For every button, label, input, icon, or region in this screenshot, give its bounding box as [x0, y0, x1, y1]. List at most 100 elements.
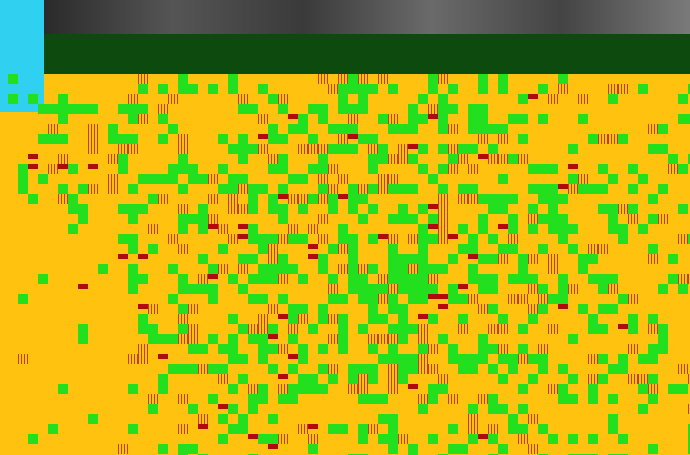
red-stripe: [551, 254, 552, 264]
red-stripe: [178, 334, 179, 344]
red-stripe: [94, 134, 95, 144]
red-stripe: [268, 244, 269, 254]
red-stripe: [127, 444, 128, 454]
red-stripe: [128, 354, 129, 364]
red-stripe: [214, 194, 215, 204]
green-patch: [508, 214, 518, 224]
red-stripe: [111, 174, 112, 184]
green-patch: [168, 124, 178, 134]
green-patch: [398, 274, 408, 284]
red-stripe: [381, 294, 382, 304]
red-stripe: [491, 154, 492, 164]
red-stripe: [204, 414, 205, 424]
green-patch: [238, 424, 248, 434]
red-stripe: [391, 364, 392, 374]
dark-red-patch: [118, 254, 128, 259]
green-patch: [628, 324, 638, 334]
red-stripe: [241, 94, 242, 104]
green-patch: [268, 94, 278, 104]
red-stripe: [134, 354, 135, 364]
green-patch: [528, 184, 538, 194]
red-stripe: [411, 264, 412, 274]
red-stripe: [584, 94, 585, 104]
red-stripe: [141, 354, 142, 364]
green-patch: [628, 314, 638, 324]
dark-red-patch: [218, 404, 228, 409]
red-stripe: [368, 334, 369, 344]
dark-red-patch: [528, 94, 538, 99]
red-stripe: [501, 344, 502, 354]
red-stripe: [311, 224, 312, 234]
green-patch: [498, 204, 508, 214]
red-stripe: [574, 284, 575, 294]
green-patch: [228, 174, 238, 184]
green-patch: [658, 324, 668, 334]
green-patch: [678, 384, 688, 394]
green-patch: [78, 104, 88, 114]
red-stripe: [51, 124, 52, 134]
red-stripe: [211, 194, 212, 204]
red-stripe: [174, 94, 175, 104]
red-stripe: [624, 84, 625, 94]
red-stripe: [324, 234, 325, 244]
green-patch: [298, 374, 308, 384]
green-patch: [78, 324, 88, 334]
green-patch: [68, 194, 78, 204]
red-stripe: [307, 424, 308, 434]
green-patch: [538, 114, 548, 124]
red-stripe: [441, 74, 442, 84]
red-stripe: [397, 334, 398, 344]
green-patch: [508, 194, 518, 204]
green-patch: [658, 334, 668, 344]
red-stripe: [388, 364, 389, 374]
green-patch: [368, 164, 378, 174]
green-patch: [268, 124, 278, 134]
green-patch: [438, 264, 448, 274]
green-patch: [228, 184, 238, 194]
red-stripe: [231, 194, 232, 204]
red-stripe: [258, 314, 259, 324]
red-stripe: [591, 374, 592, 384]
green-patch: [158, 334, 168, 344]
green-patch: [638, 224, 648, 234]
red-stripe: [321, 234, 322, 244]
green-patch: [498, 444, 508, 454]
green-patch: [658, 144, 668, 154]
red-stripe: [67, 154, 68, 164]
green-patch: [318, 184, 328, 194]
red-stripe: [247, 94, 248, 104]
red-stripe: [517, 234, 518, 244]
green-patch: [198, 254, 208, 264]
red-stripe: [308, 224, 309, 234]
green-patch: [648, 314, 658, 324]
red-stripe: [551, 264, 552, 274]
green-patch: [488, 344, 498, 354]
red-stripe: [611, 134, 612, 144]
green-patch: [278, 264, 288, 274]
green-patch: [348, 364, 358, 374]
red-stripe: [194, 334, 195, 344]
red-stripe: [427, 364, 428, 374]
green-patch: [168, 174, 178, 184]
red-stripe: [281, 434, 282, 444]
green-patch: [258, 344, 268, 354]
red-stripe: [337, 364, 338, 374]
green-patch: [408, 214, 418, 224]
red-stripe: [381, 74, 382, 84]
red-stripe: [184, 394, 185, 404]
red-stripe: [91, 184, 92, 194]
red-stripe: [214, 174, 215, 184]
red-stripe: [531, 214, 532, 224]
green-patch: [128, 284, 138, 294]
red-stripe: [237, 204, 238, 214]
red-stripe: [438, 204, 439, 214]
red-stripe: [561, 84, 562, 94]
red-stripe: [304, 314, 305, 324]
green-patch: [658, 284, 668, 294]
green-patch: [438, 384, 448, 394]
red-stripe: [467, 324, 468, 334]
green-patch: [408, 114, 418, 124]
green-patch: [168, 264, 178, 274]
green-patch: [468, 244, 478, 254]
green-patch: [518, 134, 528, 144]
